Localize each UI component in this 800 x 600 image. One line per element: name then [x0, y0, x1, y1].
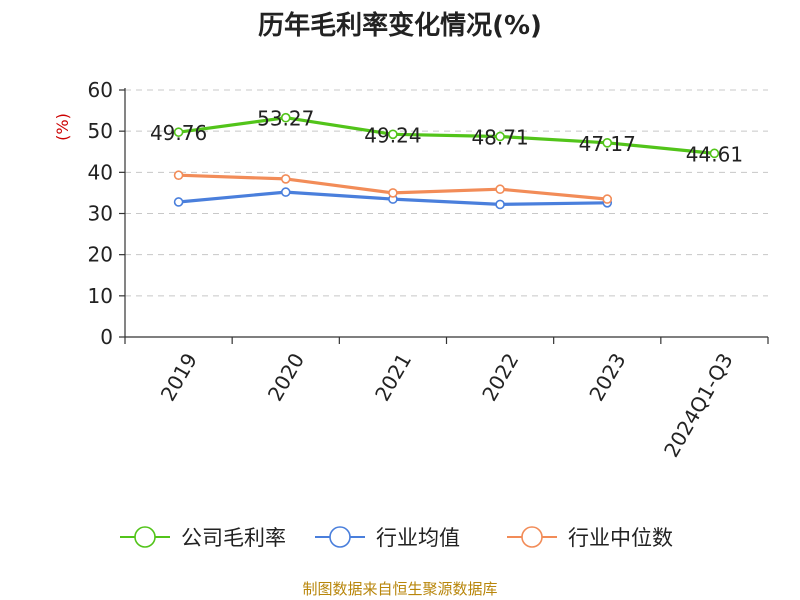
- data-point: [173, 197, 184, 207]
- y-tick-label: 30: [88, 202, 113, 226]
- legend-item: 公司毛利率: [120, 526, 286, 550]
- axes: [119, 88, 769, 344]
- x-tick-label: 2023: [584, 349, 630, 405]
- legend-item: 行业均值: [315, 526, 460, 550]
- x-tick-label: 2020: [263, 349, 309, 405]
- data-labels: 49.76 53.27 49.24 48.71 47.17 44.61: [150, 107, 743, 167]
- data-label: 48.71: [471, 125, 528, 149]
- data-point: [280, 174, 291, 184]
- x-tick-label: 2021: [370, 349, 416, 405]
- x-tick-label: 2022: [477, 349, 523, 405]
- data-point: [709, 148, 720, 159]
- x-tick-label: 2024Q1-Q3: [659, 349, 738, 461]
- legend-label: 行业中位数: [568, 526, 673, 550]
- chart-title: 历年毛利率变化情况(%): [258, 10, 542, 41]
- x-tick-labels: 2019 2020 2021 2022 2023 2024Q1-Q3: [156, 349, 738, 461]
- series-lines: [173, 112, 720, 210]
- legend-marker: [134, 526, 156, 548]
- data-point: [173, 170, 184, 181]
- data-label: 49.76: [150, 121, 207, 145]
- legend-item: 行业中位数: [507, 526, 673, 550]
- data-point: [388, 129, 398, 140]
- grid-lines: [125, 89, 768, 297]
- data-point: [388, 188, 398, 198]
- y-tick-labels: 0 10 20 30 40 50 60: [88, 78, 113, 349]
- data-point: [495, 199, 505, 210]
- legend-label: 行业均值: [376, 526, 460, 550]
- legend-marker: [329, 526, 351, 548]
- data-label: 47.17: [579, 132, 636, 156]
- data-point: [280, 112, 291, 123]
- data-point: [602, 138, 613, 148]
- x-tick-label: 2019: [156, 349, 202, 405]
- y-axis-label: (%): [53, 113, 72, 141]
- y-tick-label: 10: [88, 284, 113, 308]
- y-tick-label: 60: [88, 78, 113, 102]
- y-tick-label: 20: [88, 243, 113, 267]
- source-note: 制图数据来自恒生聚源数据库: [302, 580, 497, 598]
- legend-label: 公司毛利率: [181, 526, 286, 550]
- legend: 公司毛利率 行业均值 行业中位数: [120, 526, 673, 550]
- legend-marker: [521, 526, 543, 548]
- data-point: [495, 131, 505, 142]
- data-point: [280, 187, 291, 197]
- data-point: [173, 127, 184, 137]
- data-point: [602, 194, 613, 204]
- data-label: 53.27: [257, 107, 314, 131]
- data-label: 49.24: [364, 123, 421, 147]
- y-tick-label: 50: [88, 119, 113, 143]
- data-point: [495, 184, 505, 195]
- data-label: 44.61: [686, 142, 743, 166]
- y-tick-label: 0: [100, 325, 113, 349]
- y-tick-label: 40: [88, 160, 113, 184]
- series-line-0: [178, 116, 715, 155]
